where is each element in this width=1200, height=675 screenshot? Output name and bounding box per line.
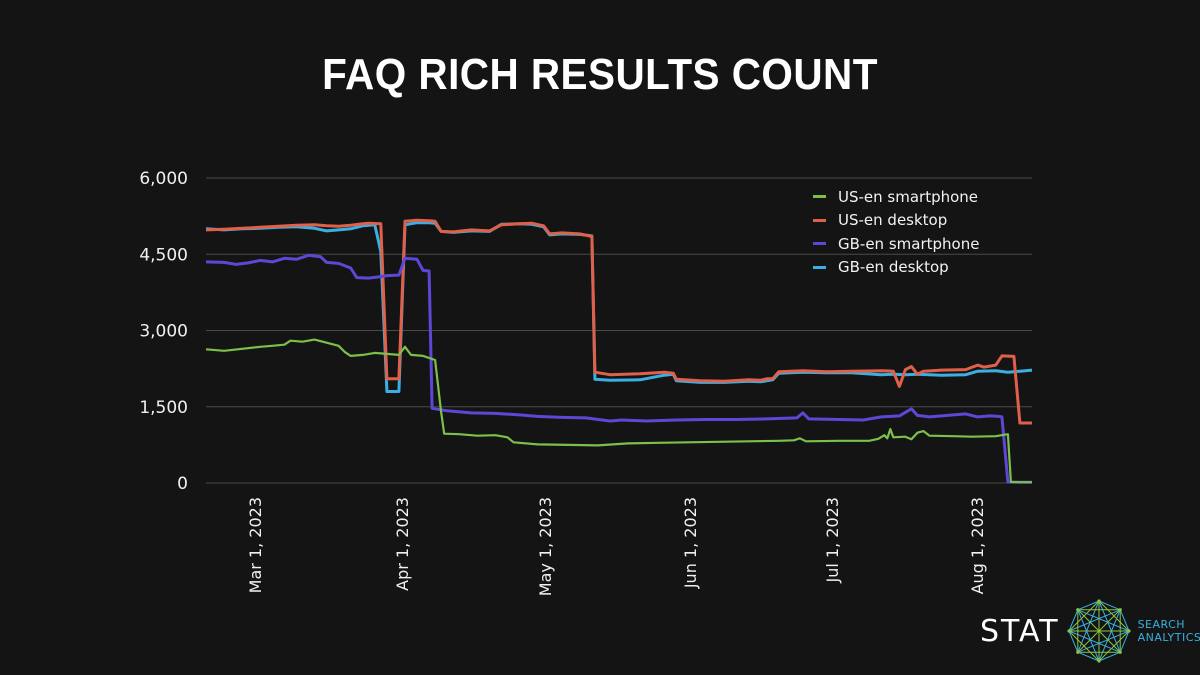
x-axis-ticks: Mar 1, 2023 Apr 1, 2023 May 1, 2023 Jun 1, … [246, 497, 987, 596]
series-line-us-en-smartphone[interactable] [205, 338, 1032, 484]
legend-label: GB-en smartphone [838, 234, 980, 253]
octagon-network-icon [1066, 599, 1131, 663]
y-tick-label: 6,000 [139, 169, 188, 189]
x-tick-label: Apr 1, 2023 [393, 497, 412, 591]
legend-item-us-smartphone[interactable]: US-en smartphone [813, 185, 979, 209]
y-tick-label: 3,000 [139, 322, 188, 342]
logo-subtitle-line2: ANALYTICS [1137, 631, 1200, 644]
legend-swatch-icon [813, 218, 826, 222]
legend-swatch-icon [813, 265, 826, 269]
legend-item-gb-smartphone[interactable]: GB-en smartphone [813, 232, 979, 256]
legend-label: US-en desktop [838, 211, 948, 230]
legend-label: GB-en desktop [838, 258, 949, 277]
legend-item-gb-desktop[interactable]: GB-en desktop [813, 256, 979, 280]
legend-swatch-icon [813, 242, 826, 246]
grid-lines [206, 177, 1032, 484]
y-tick-label: 4,500 [139, 245, 188, 265]
x-tick-label: Jul 1, 2023 [823, 497, 842, 583]
legend-item-us-desktop[interactable]: US-en desktop [813, 209, 979, 233]
logo-subtitle: SEARCH ANALYTICS [1138, 618, 1200, 644]
x-tick-label: Mar 1, 2023 [246, 497, 265, 593]
logo-wordmark: STAT [980, 613, 1060, 649]
legend-label: US-en smartphone [838, 187, 979, 206]
chart-title: FAQ RICH RESULTS COUNT [322, 50, 878, 99]
y-axis-ticks: 0 1,500 3,000 4,500 6,000 [139, 169, 188, 494]
x-tick-label: Jun 1, 2023 [681, 497, 700, 589]
series-lines [205, 218, 1033, 484]
y-tick-label: 0 [177, 474, 188, 494]
y-tick-label: 1,500 [139, 398, 188, 418]
legend-swatch-icon [813, 195, 826, 199]
logo-subtitle-line1: SEARCH [1137, 618, 1186, 631]
x-tick-label: Aug 1, 2023 [968, 497, 987, 594]
series-line-gb-en-smartphone[interactable] [205, 253, 1032, 484]
x-tick-label: May 1, 2023 [536, 497, 555, 596]
legend: US-en smartphone US-en desktop GB-en sma… [813, 185, 979, 279]
series-line-us-en-desktop[interactable] [205, 218, 1032, 425]
stat-logo: STAT SEARCH ANALYTICS [980, 598, 1200, 664]
